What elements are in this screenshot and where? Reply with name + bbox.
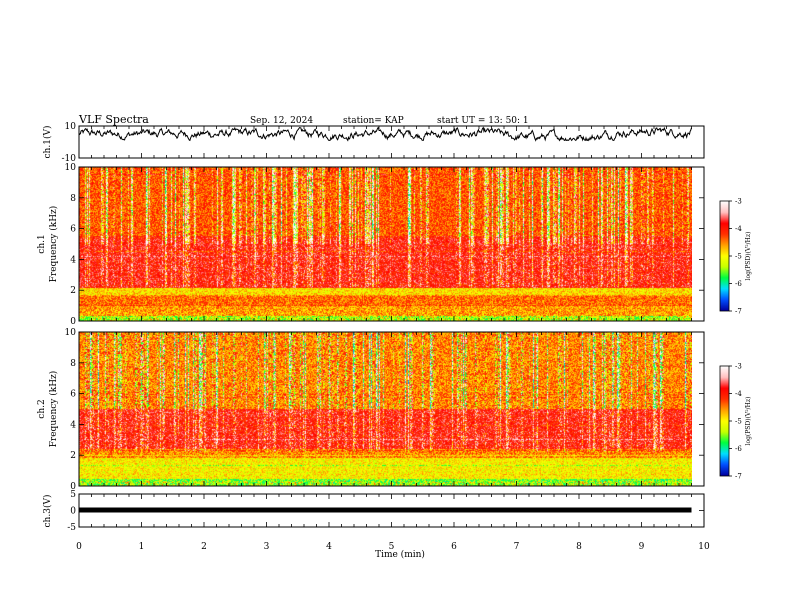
x-axis-label: Time (min): [375, 549, 425, 560]
figure-title: VLF Spectra: [78, 113, 149, 126]
ch2-colorbar-tick-label: -6: [735, 445, 742, 453]
x-tick-label: 3: [264, 542, 270, 552]
ch2-spectrogram-panel: 0 2 4 6 8 10 ch.2 Frequency (kHz): [37, 328, 705, 492]
x-tick-label: 0: [76, 542, 82, 552]
ch1-spec-ytick-label: 0: [70, 317, 76, 327]
ch1-spec-ylabel-channel: ch.1: [37, 234, 47, 253]
ch2-colorbar-tick-label: -3: [735, 363, 742, 371]
ch3-wave-ytick-label: 0: [70, 507, 76, 517]
ch2-colorbar-label: log(PSD)(V²/Hz): [745, 397, 752, 446]
ch2-spec-ylabel-frequency: Frequency (kHz): [48, 371, 59, 448]
ch1-wave-ytick-label: -10: [62, 154, 77, 164]
ch1-colorbar-tick-label: -4: [735, 225, 742, 233]
ch2-spec-ytick-label: 6: [70, 390, 76, 400]
ch2-spec-ylabel-channel: ch.2: [37, 399, 47, 418]
ch1-colorbar-tick-label: -5: [735, 253, 742, 261]
ch1-spec-ytick-label: 10: [65, 163, 77, 173]
ch1-spec-ytick-label: 6: [70, 225, 76, 235]
ch3-wave-ylabel: ch.3(V): [42, 495, 53, 528]
ch1-colorbar-tick-label: -3: [735, 198, 742, 206]
ch1-spectrogram-panel: 0 2 4 6 8 10 ch.1 Frequency (kHz): [37, 163, 705, 327]
ch2-colorbar-tick-label: -5: [735, 418, 742, 426]
ch3-series-band: [79, 507, 692, 513]
ch1-spec-ytick-label: 2: [70, 286, 76, 296]
x-tick-label: 9: [639, 542, 645, 552]
ch1-wave-series-line: [78, 126, 692, 142]
ch1-colorbar: -3 -4 -5 -6 -7 log(PSD)(V²/Hz): [719, 198, 752, 316]
x-tick-label: 4: [326, 542, 332, 552]
ch1-waveform-panel: 10 -10 ch.1(V): [42, 122, 705, 164]
ch1-wave-ylabel: ch.1(V): [42, 126, 53, 159]
ch1-spec-ytick-label: 4: [70, 255, 76, 265]
ch2-colorbar-tick-label: -4: [735, 390, 742, 398]
x-tick-label: 8: [576, 542, 582, 552]
ch3-wave-ytick-label: -5: [67, 523, 76, 533]
ch1-colorbar-tick-label: -6: [735, 280, 742, 288]
ch1-spec-ytick-label: 8: [70, 194, 76, 204]
date-label: Sep. 12, 2024: [250, 116, 313, 126]
ch2-colorbar-tick-label: -7: [735, 473, 742, 481]
ch3-wave-ytick-label: 5: [70, 490, 76, 500]
x-tick-label: 5: [389, 542, 395, 552]
station-label: station= KAP: [343, 116, 404, 126]
ch1-colorbar-tick-label: -7: [735, 308, 742, 316]
x-tick-label: 10: [698, 542, 710, 552]
ch1-spec-ylabel-frequency: Frequency (kHz): [48, 206, 59, 283]
ch1-wave-ytick-label: 10: [65, 122, 77, 132]
x-tick-label: 1: [139, 542, 145, 552]
ch2-spec-ytick-label: 2: [70, 451, 76, 461]
ch1-colorbar-label: log(PSD)(V²/Hz): [745, 232, 752, 281]
ch2-spec-ytick-label: 0: [70, 482, 76, 492]
x-tick-label: 7: [514, 542, 520, 552]
ch2-spec-ytick-label: 4: [70, 420, 76, 430]
ch3-waveform-panel: 5 0 -5 ch.3(V): [42, 490, 705, 533]
ch2-spec-ytick-label: 8: [70, 359, 76, 369]
x-tick-label: 6: [451, 542, 457, 552]
ch2-colorbar: -3 -4 -5 -6 -7 log(PSD)(V²/Hz): [719, 363, 752, 481]
ch2-spec-ytick-label: 10: [65, 328, 77, 338]
x-tick-label: 2: [201, 542, 207, 552]
start-time-label: start UT = 13: 50: 1: [437, 116, 529, 126]
time-axis: 0 1 2 3 4 5 6 7 8 9 10: [76, 542, 710, 552]
